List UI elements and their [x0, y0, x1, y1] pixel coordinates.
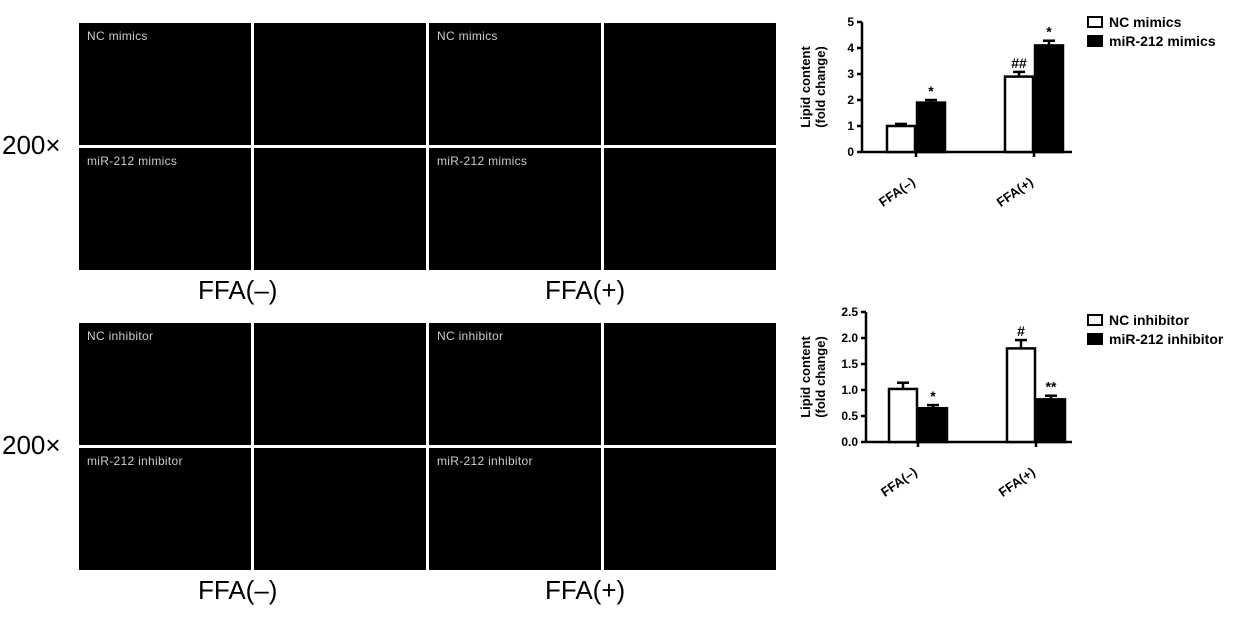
panel-overlay-label: miR-212 mimics — [437, 154, 527, 168]
image-grid-bottom: NC inhibitor NC inhibitor miR-212 inhibito… — [79, 323, 776, 570]
figure-root: 200× NC mimics NC mimics miR-212 mimics miR… — [0, 0, 1240, 623]
chart-top: 0 1 2 3 4 5 Lipid content(fold change) FFA(–) FF… — [800, 10, 1081, 210]
microscopy-panel — [254, 448, 426, 570]
condition-label: FFA(–) — [198, 275, 277, 306]
microscopy-panel: miR-212 mimics — [429, 148, 601, 270]
microscopy-panel: NC mimics — [429, 23, 601, 145]
legend-swatch — [1087, 333, 1103, 345]
svg-text:(fold change): (fold change) — [813, 46, 828, 128]
svg-text:1.5: 1.5 — [841, 357, 858, 371]
svg-text:3: 3 — [847, 67, 854, 81]
svg-text:*: * — [930, 388, 936, 404]
legend-top: NC mimics miR-212 mimics — [1087, 14, 1216, 52]
svg-text:Lipid content: Lipid content — [800, 46, 813, 128]
svg-text:FFA(+): FFA(+) — [994, 174, 1036, 210]
legend-item: NC inhibitor — [1087, 312, 1223, 328]
microscopy-panel: miR-212 inhibitor — [429, 448, 601, 570]
svg-text:FFA(+): FFA(+) — [996, 464, 1038, 500]
condition-label: FFA(–) — [198, 575, 277, 606]
svg-text:0: 0 — [847, 145, 854, 159]
panel-overlay-label: miR-212 mimics — [87, 154, 177, 168]
svg-text:FFA(–): FFA(–) — [876, 174, 918, 209]
svg-text:##: ## — [1011, 55, 1027, 71]
microscopy-panel — [604, 148, 776, 270]
panel-overlay-label: NC inhibitor — [437, 329, 503, 343]
microscopy-panel: miR-212 inhibitor — [79, 448, 251, 570]
microscopy-panel — [604, 323, 776, 445]
panel-overlay-label: miR-212 inhibitor — [87, 454, 183, 468]
svg-text:(fold change): (fold change) — [813, 336, 828, 418]
image-grid-top: NC mimics NC mimics miR-212 mimics miR-212 … — [79, 23, 776, 270]
legend-label: miR-212 mimics — [1109, 33, 1216, 49]
svg-text:0.5: 0.5 — [841, 409, 858, 423]
microscopy-panel: NC inhibitor — [429, 323, 601, 445]
panel-overlay-label: NC mimics — [87, 29, 148, 43]
microscopy-panel — [254, 323, 426, 445]
svg-text:5: 5 — [847, 15, 854, 29]
chart-bottom: 0.0 0.5 1.0 1.5 2.0 2.5 Lipid content(fold cha… — [800, 300, 1081, 505]
svg-text:**: ** — [1046, 379, 1057, 395]
legend-swatch — [1087, 16, 1103, 28]
svg-text:2.5: 2.5 — [841, 305, 858, 319]
legend-item: miR-212 mimics — [1087, 33, 1216, 49]
legend-item: miR-212 inhibitor — [1087, 331, 1223, 347]
svg-text:Lipid content: Lipid content — [800, 336, 813, 418]
magnification-label-top: 200× — [2, 130, 61, 161]
panel-overlay-label: miR-212 inhibitor — [437, 454, 533, 468]
legend-swatch — [1087, 35, 1103, 47]
svg-text:1: 1 — [847, 119, 854, 133]
panel-overlay-label: NC inhibitor — [87, 329, 153, 343]
svg-text:1.0: 1.0 — [841, 383, 858, 397]
svg-text:FFA(–): FFA(–) — [878, 464, 920, 499]
microscopy-panel: NC inhibitor — [79, 323, 251, 445]
microscopy-panel: NC mimics — [79, 23, 251, 145]
svg-text:2: 2 — [847, 93, 854, 107]
condition-label: FFA(+) — [545, 575, 625, 606]
legend-item: NC mimics — [1087, 14, 1216, 30]
svg-text:#: # — [1017, 323, 1025, 339]
chart-bottom-svg: 0.0 0.5 1.0 1.5 2.0 2.5 Lipid content(fold cha… — [800, 300, 1081, 505]
svg-text:*: * — [1046, 24, 1052, 40]
legend-swatch — [1087, 314, 1103, 326]
microscopy-panel — [254, 23, 426, 145]
legend-label: NC inhibitor — [1109, 312, 1189, 328]
svg-text:2.0: 2.0 — [841, 331, 858, 345]
microscopy-panel — [604, 23, 776, 145]
svg-text:0.0: 0.0 — [841, 435, 858, 449]
svg-text:4: 4 — [847, 41, 854, 55]
svg-text:*: * — [928, 83, 934, 99]
microscopy-panel: miR-212 mimics — [79, 148, 251, 270]
legend-bottom: NC inhibitor miR-212 inhibitor — [1087, 312, 1223, 350]
legend-label: miR-212 inhibitor — [1109, 331, 1223, 347]
microscopy-panel — [604, 448, 776, 570]
panel-overlay-label: NC mimics — [437, 29, 498, 43]
chart-top-svg: 0 1 2 3 4 5 Lipid content(fold change) FFA(–) FF… — [800, 10, 1081, 210]
magnification-label-bottom: 200× — [2, 430, 61, 461]
legend-label: NC mimics — [1109, 14, 1181, 30]
condition-label: FFA(+) — [545, 275, 625, 306]
microscopy-panel — [254, 148, 426, 270]
